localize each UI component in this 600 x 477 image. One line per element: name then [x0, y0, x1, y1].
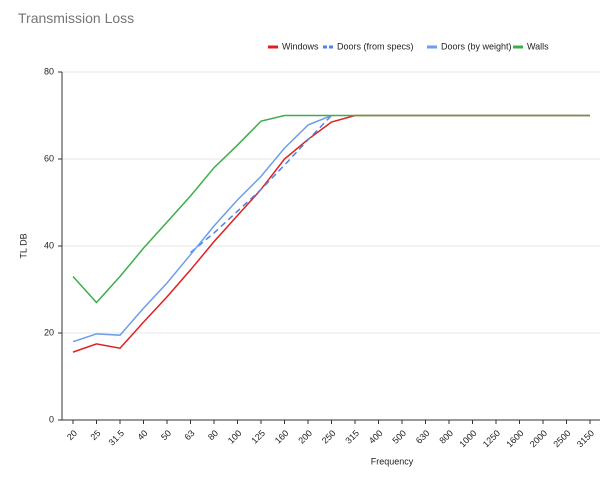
legend-label: Walls: [527, 41, 549, 51]
x-tick-label: 800: [437, 428, 455, 446]
x-tick-label: 25: [88, 428, 102, 442]
x-tick-label: 2500: [551, 428, 572, 449]
x-tick-label: 20: [65, 428, 79, 442]
x-axis-label: Frequency: [371, 456, 414, 466]
x-tick-label: 80: [206, 428, 220, 442]
x-tick-label: 1600: [504, 428, 525, 449]
x-tick-label: 125: [249, 428, 267, 446]
x-tick-label: 1250: [481, 428, 502, 449]
series-line: [72, 114, 590, 353]
y-tick-label: 80: [44, 66, 54, 76]
legend-label: Windows: [282, 41, 319, 51]
x-tick-label: 50: [159, 428, 173, 442]
x-tick-label: 315: [343, 428, 361, 446]
y-tick-label: 20: [44, 327, 54, 337]
x-tick-label: 200: [296, 428, 314, 446]
x-tick-label: 1000: [457, 428, 478, 449]
x-tick-label: 400: [367, 428, 385, 446]
series-line: [72, 114, 590, 304]
legend-label: Doors (from specs): [337, 41, 414, 51]
chart-title: Transmission Loss: [18, 10, 134, 26]
x-tick-label: 500: [390, 428, 408, 446]
y-axis-label: TL DB: [18, 233, 28, 258]
y-tick-label: 60: [44, 153, 54, 163]
x-tick-label: 2000: [528, 428, 549, 449]
x-tick-label: 40: [135, 428, 149, 442]
x-tick-label: 100: [226, 428, 244, 446]
x-tick-label: 31.5: [107, 428, 126, 447]
series-line: [72, 114, 332, 343]
y-tick-label: 40: [44, 240, 54, 250]
x-tick-label: 250: [320, 428, 338, 446]
x-tick-label: 160: [273, 428, 291, 446]
x-tick-label: 630: [414, 428, 432, 446]
series-line: [190, 114, 333, 254]
y-tick-label: 0: [49, 414, 54, 424]
x-tick-label: 63: [182, 428, 196, 442]
legend-label: Doors (by weight): [441, 41, 512, 51]
x-tick-label: 3150: [575, 428, 596, 449]
